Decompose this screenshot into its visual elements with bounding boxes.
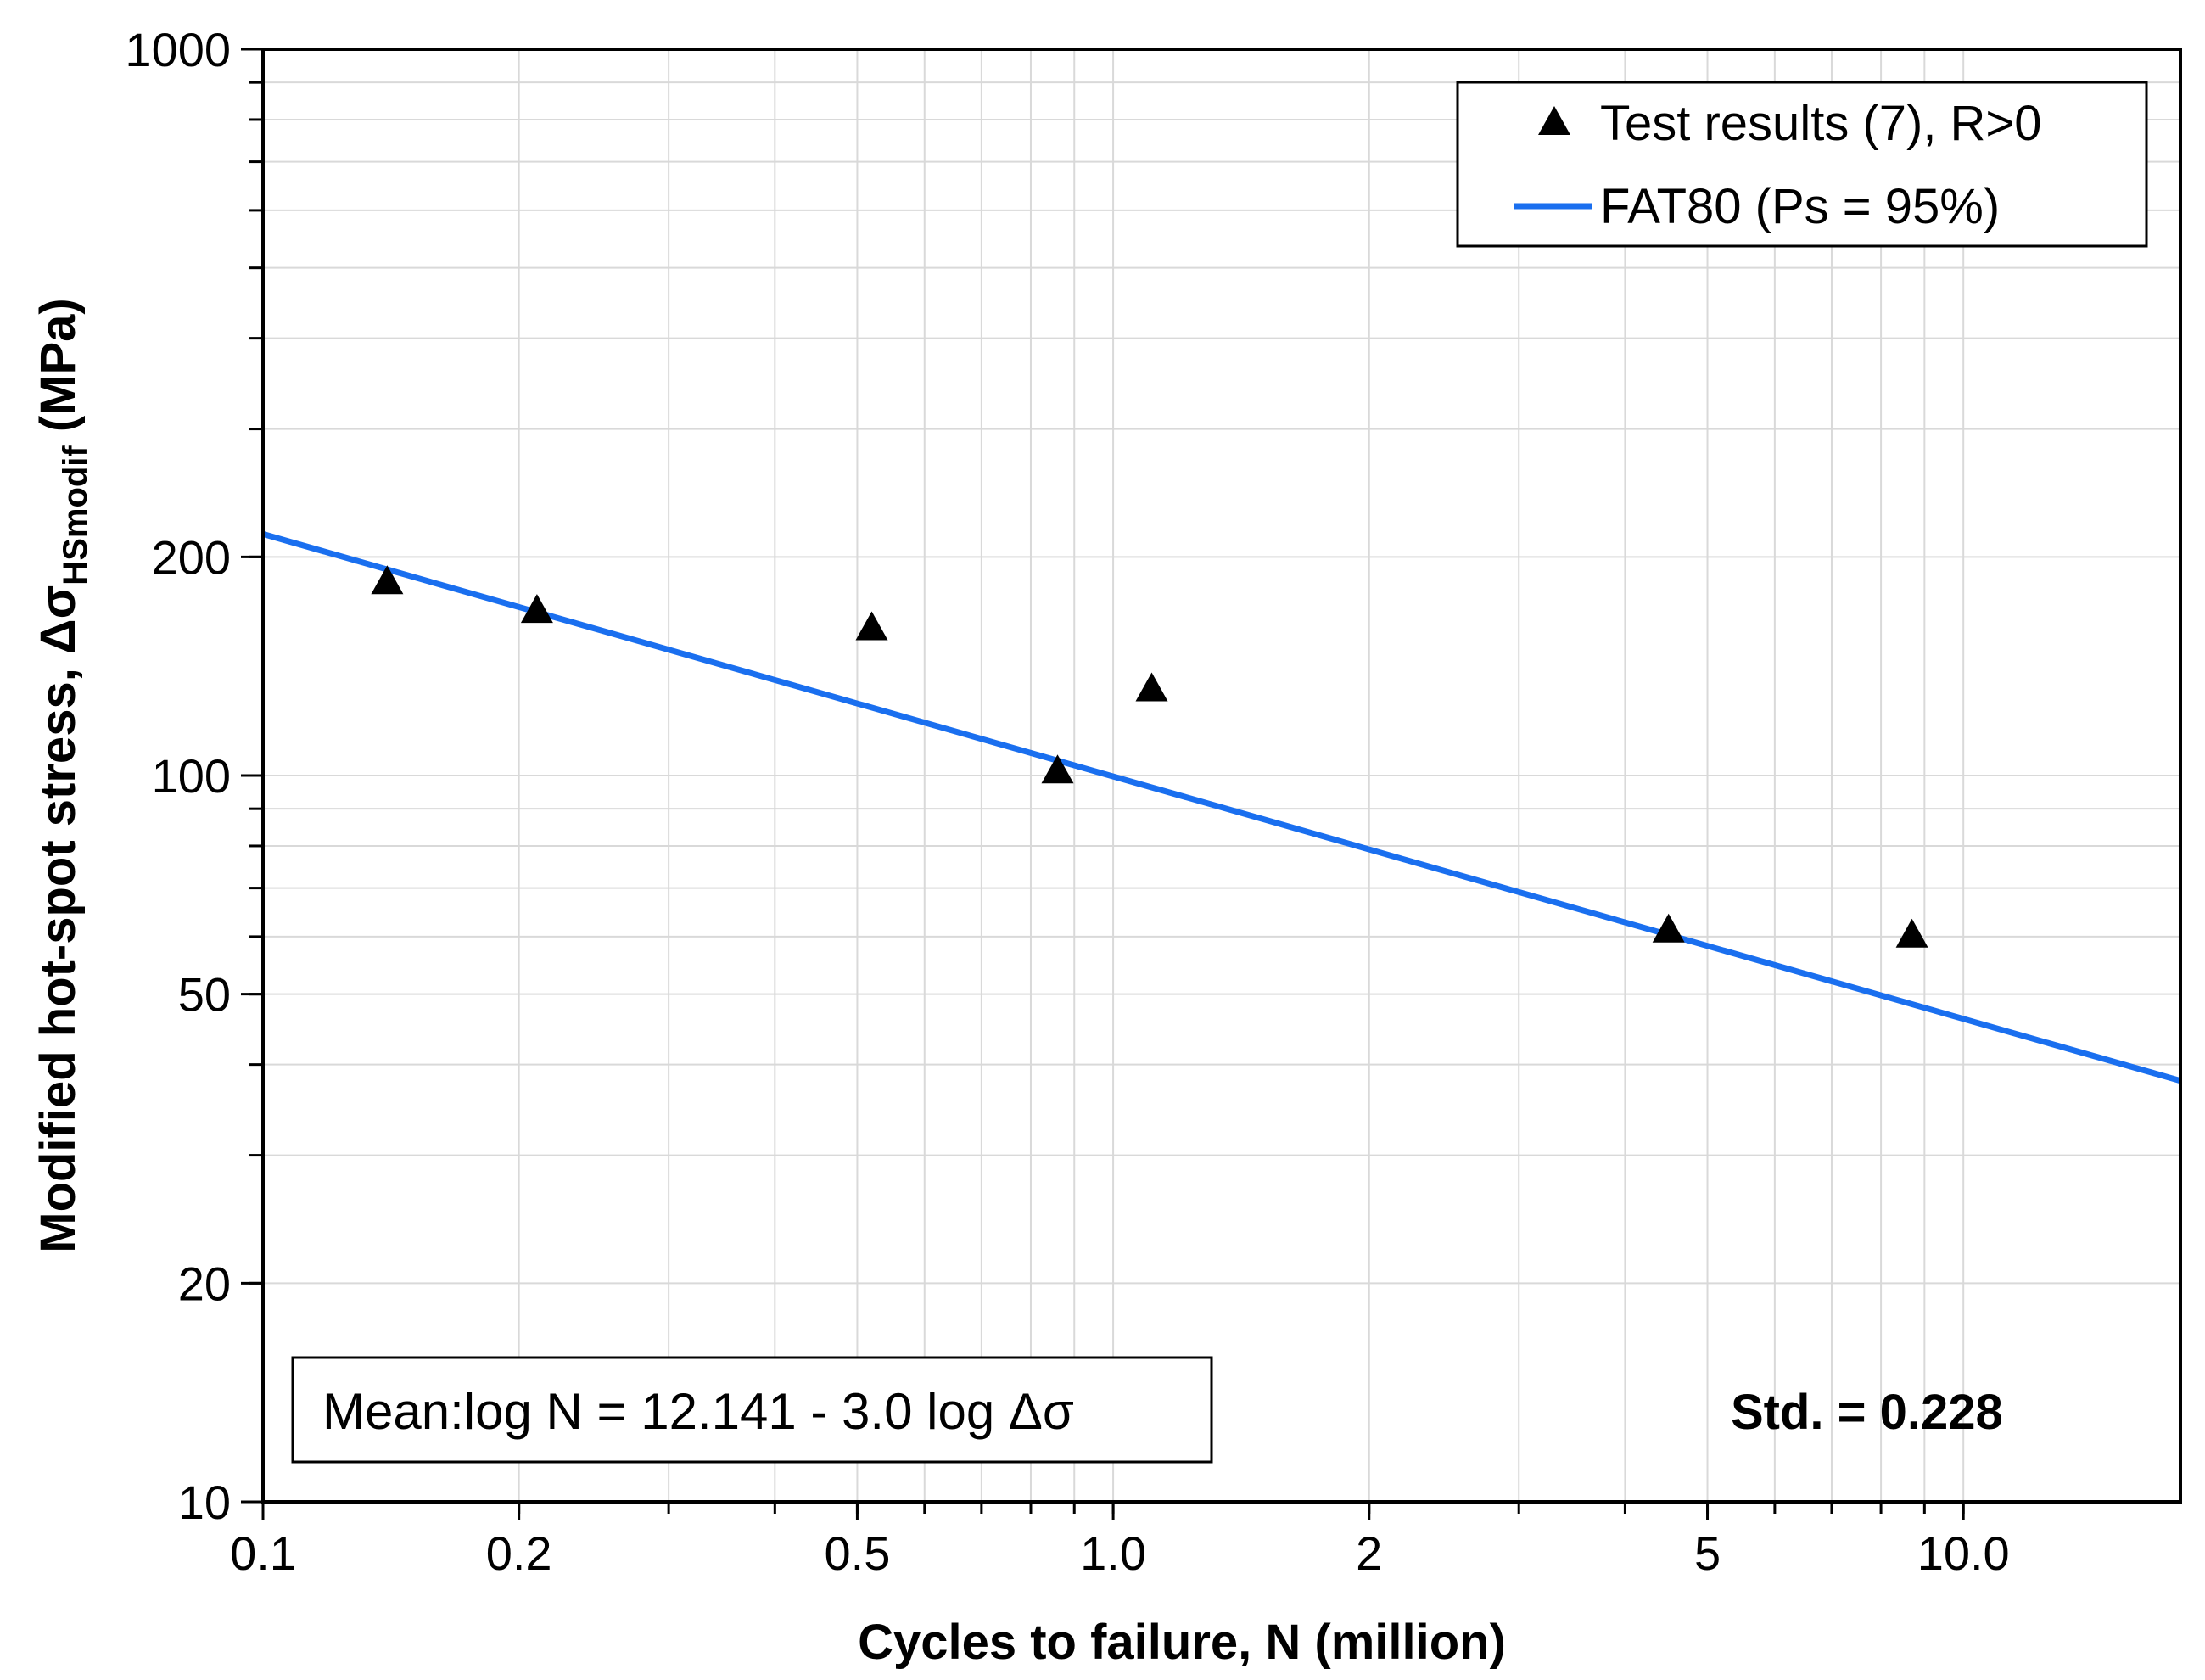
legend-triangle-marker: [1538, 106, 1570, 135]
equation-annotation: Mean:log N = 12.141 - 3.0 log Δσ: [291, 1356, 1213, 1464]
x-tick-label: 0.2: [486, 1526, 552, 1580]
test-result-point: [855, 611, 888, 641]
test-results-layer: [371, 565, 1928, 948]
x-tick-label: 1.0: [1080, 1526, 1146, 1580]
std-annotation: Std. = 0.228: [1731, 1385, 2003, 1440]
y-axis-title: Modified hot-spot stress, ΔσHSmodif (MPa…: [31, 298, 94, 1253]
y-tick-label: 1000: [125, 23, 231, 76]
y-tick-label: 10: [178, 1476, 231, 1529]
test-result-point: [520, 594, 553, 624]
x-tick-label: 10.0: [1917, 1526, 2010, 1580]
test-result-point: [371, 565, 404, 595]
legend: Test results (7), R>0 FAT80 (Ps = 95%): [1456, 81, 2148, 248]
legend-entry-fat80: FAT80 (Ps = 95%): [1600, 179, 2000, 234]
legend-box: [1456, 81, 2148, 248]
y-axis-title-subscript: HSmodif: [57, 445, 94, 585]
equation-box: [291, 1356, 1213, 1464]
fat80-line-layer: [262, 531, 2181, 1084]
test-result-point: [1895, 918, 1928, 948]
x-tick-label: 0.5: [825, 1526, 891, 1580]
y-tick-label: 50: [178, 968, 231, 1022]
test-result-point: [1041, 754, 1074, 784]
x-tick-label: 0.1: [230, 1526, 296, 1580]
test-result-point: [1135, 672, 1168, 702]
y-axis-title-unit: (MPa): [31, 298, 86, 445]
y-tick-label: 200: [152, 530, 231, 584]
grid-lines: [262, 48, 2180, 1503]
fat80-line: [262, 531, 2181, 1084]
x-tick-labels: 0.1 0.2 0.5 1.0 2 5 10.0: [230, 1526, 2010, 1580]
axis-ticks: [241, 48, 1965, 1520]
y-axis-title-main: Modified hot-spot stress, Δσ: [31, 585, 86, 1253]
y-tick-label: 100: [152, 749, 231, 803]
equation-text: Mean:log N = 12.141 - 3.0 log Δσ: [322, 1383, 1074, 1440]
legend-entry-test-results: Test results (7), R>0: [1600, 96, 2042, 151]
x-tick-label: 2: [1356, 1526, 1382, 1580]
x-tick-label: 5: [1694, 1526, 1721, 1580]
test-result-point: [1652, 913, 1685, 943]
y-tick-label: 20: [178, 1257, 231, 1310]
y-tick-labels: 10 20 50 100 200 1000: [125, 23, 231, 1529]
x-axis-title: Cycles to failure, N (million): [858, 1615, 1506, 1670]
